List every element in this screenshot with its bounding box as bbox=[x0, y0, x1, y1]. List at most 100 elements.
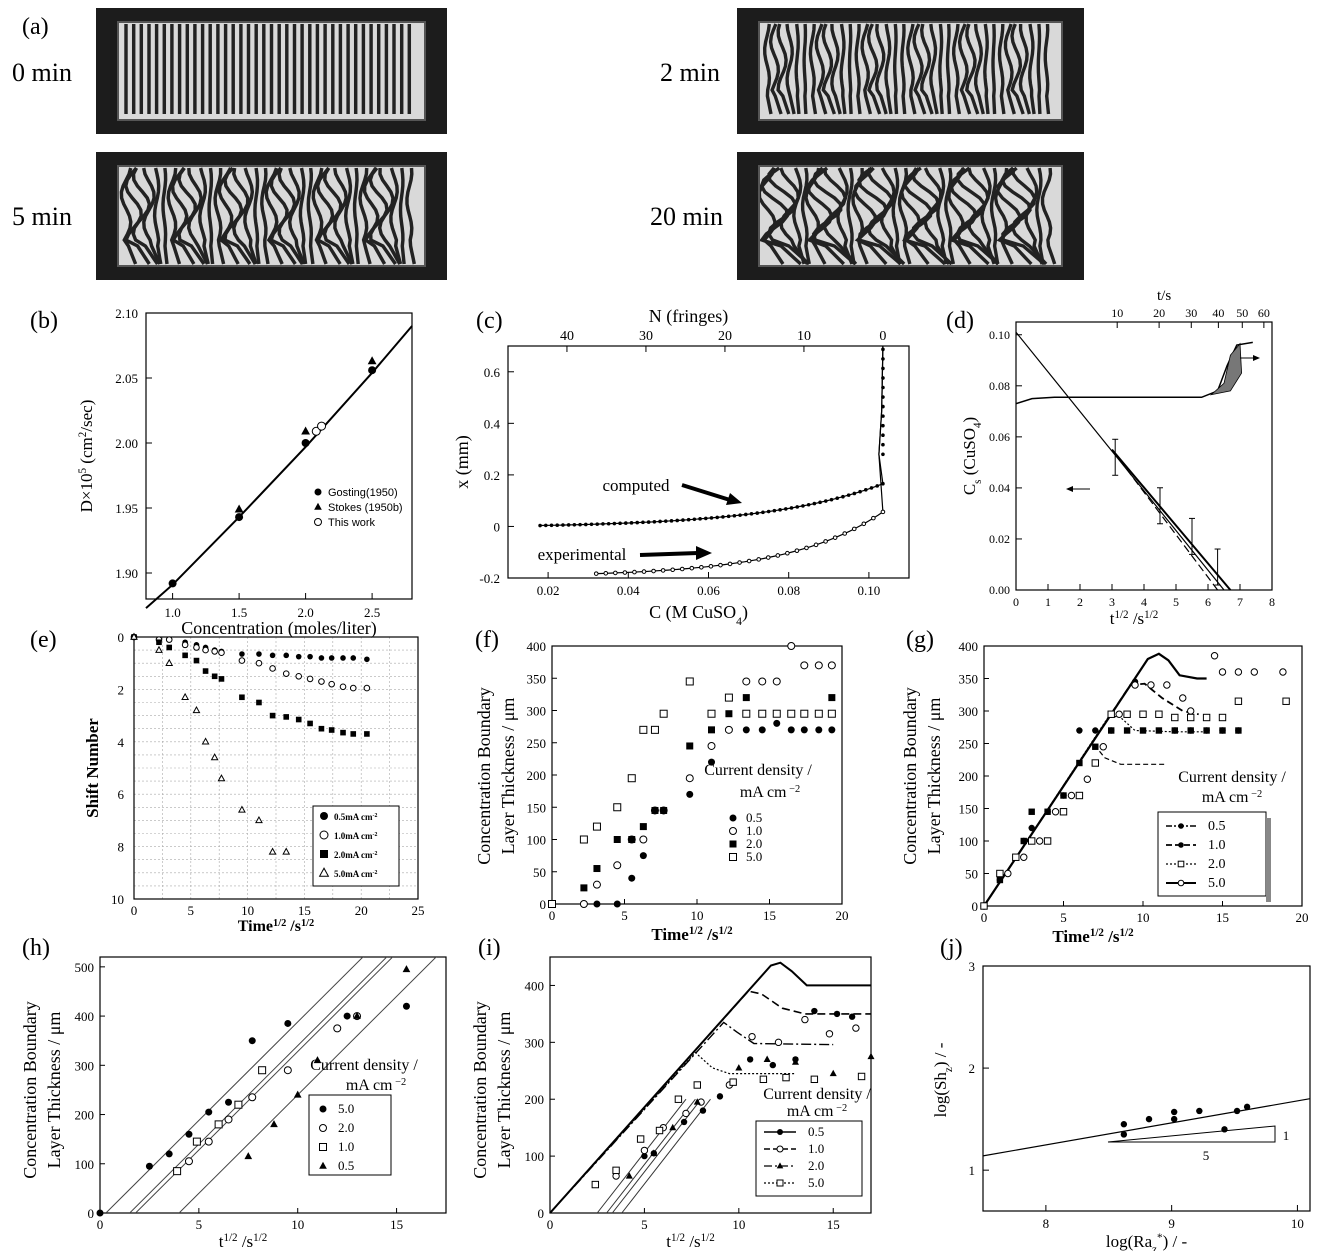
open-square-marker bbox=[592, 822, 601, 831]
y-axis-label: Concentration Boundary bbox=[900, 687, 920, 864]
open-square-marker bbox=[1139, 710, 1147, 718]
fringe-band bbox=[846, 167, 856, 265]
fringe-band bbox=[405, 167, 416, 265]
legend-entry: 2.0 bbox=[808, 1158, 824, 1173]
filled-circle-marker bbox=[852, 491, 857, 496]
arrow-computed bbox=[681, 483, 731, 502]
fringe-band bbox=[333, 167, 354, 265]
filled-square-marker bbox=[1076, 759, 1083, 767]
slope-label: 1 bbox=[1283, 1128, 1290, 1143]
filled-square-marker bbox=[742, 694, 750, 702]
legend-entry: 2.0 bbox=[746, 836, 762, 851]
open-circle-marker bbox=[748, 1032, 756, 1041]
slope-triangle bbox=[1107, 1125, 1276, 1143]
open-square-marker bbox=[693, 1081, 701, 1089]
x2-tick-label: 10 bbox=[1111, 306, 1123, 320]
model-curve-2.0 bbox=[549, 1021, 834, 1214]
filled-circle-marker bbox=[675, 518, 680, 523]
legend-entry: 5.0 bbox=[808, 1175, 824, 1190]
plot-frame-h bbox=[99, 956, 447, 1214]
y-tick-label: 0.6 bbox=[484, 365, 501, 380]
filled-circle-marker bbox=[811, 1007, 818, 1015]
fit-curve bbox=[145, 325, 413, 609]
arrowhead-experimental bbox=[696, 546, 712, 560]
open-square-marker bbox=[787, 709, 796, 718]
label-part: 1/2 bbox=[1114, 609, 1128, 621]
filled-circle-marker bbox=[709, 516, 714, 520]
open-triangle-marker bbox=[155, 645, 163, 653]
label-part: ) bbox=[960, 417, 979, 423]
chart-f: 0 5 10 15 20050100150200250300350400Time1/2 … bbox=[474, 639, 849, 944]
open-circle-marker bbox=[165, 636, 173, 643]
open-triangle-marker bbox=[217, 774, 226, 782]
open-triangle-marker bbox=[192, 705, 201, 714]
filled-circle-marker bbox=[618, 521, 622, 526]
fringe-frame bbox=[117, 165, 426, 267]
open-circle-marker bbox=[613, 861, 622, 870]
fringe-band bbox=[768, 23, 783, 115]
y-tick-label: 400 bbox=[525, 978, 545, 993]
open-circle-marker bbox=[1099, 743, 1107, 751]
label-part: 1.0mA cm bbox=[334, 831, 373, 841]
fringe-band bbox=[945, 23, 952, 115]
filled-square-marker bbox=[686, 742, 694, 750]
filled-circle-marker bbox=[708, 758, 715, 766]
x-tick-label: 10 bbox=[1291, 1216, 1304, 1231]
open-circle-marker bbox=[622, 570, 628, 575]
legend-title: Current density / bbox=[1178, 769, 1286, 786]
filled-square-marker bbox=[828, 694, 836, 702]
label-part: log(Ra bbox=[1106, 1232, 1153, 1251]
open-square-marker bbox=[1177, 860, 1185, 868]
filled-triangle-marker bbox=[244, 1152, 253, 1160]
filled-circle-marker bbox=[789, 506, 794, 510]
filled-circle-marker bbox=[646, 520, 651, 524]
arrowhead bbox=[1253, 355, 1260, 361]
filled-square-marker bbox=[729, 840, 737, 848]
label-part: 1/2 bbox=[223, 1232, 237, 1244]
filled-circle-marker bbox=[185, 1130, 193, 1138]
open-square-marker bbox=[655, 1126, 664, 1135]
open-circle-marker bbox=[319, 1124, 327, 1132]
filled-circle-marker bbox=[1178, 842, 1184, 848]
fringe-band bbox=[298, 167, 308, 265]
fringe-band bbox=[779, 167, 809, 266]
filled-square-marker bbox=[218, 676, 225, 682]
filled-circle-marker bbox=[555, 523, 560, 527]
filled-circle-marker bbox=[350, 655, 357, 661]
filled-square-marker bbox=[1028, 808, 1035, 815]
annotation-computed: computed bbox=[602, 476, 670, 495]
filled-circle-marker bbox=[729, 814, 737, 822]
fringe-band bbox=[936, 167, 949, 265]
legend-entry: 5.0 bbox=[338, 1101, 354, 1116]
filled-triangle-marker bbox=[293, 1090, 302, 1098]
open-circle-marker bbox=[314, 518, 322, 526]
filled-circle-marker bbox=[343, 1012, 351, 1020]
filled-circle-marker bbox=[772, 508, 777, 513]
open-square-marker bbox=[827, 709, 836, 718]
legend-entry: 1.0 bbox=[338, 1139, 354, 1154]
fringe-band bbox=[951, 23, 962, 115]
filled-circle-marker bbox=[869, 486, 874, 490]
filled-triangle-marker bbox=[763, 1055, 771, 1062]
panel-label-d: (d) bbox=[946, 308, 974, 334]
open-circle-marker bbox=[1179, 694, 1187, 702]
y-axis-label: Concentration Boundary bbox=[474, 687, 494, 864]
x-tick-label: 0.10 bbox=[858, 583, 881, 598]
y-axis-label-2: Layer Thickness / μm bbox=[44, 1012, 64, 1169]
fringe-band bbox=[123, 166, 151, 265]
filled-circle-marker bbox=[815, 726, 823, 734]
legend-entry: 0.5 bbox=[746, 810, 762, 825]
legend-title: Current density / bbox=[763, 1086, 871, 1103]
x-tick-label: 10 bbox=[241, 903, 254, 918]
filled-square-marker bbox=[628, 836, 636, 843]
filled-circle-marker bbox=[787, 726, 795, 734]
filled-circle-marker bbox=[669, 519, 674, 523]
open-square-marker bbox=[1202, 713, 1211, 722]
label-part: 4 bbox=[736, 615, 742, 628]
label-part: 1/2 bbox=[719, 925, 734, 937]
open-triangle-marker bbox=[318, 867, 330, 877]
x-tick-label: 15 bbox=[763, 908, 776, 923]
open-triangle-marker bbox=[268, 847, 277, 855]
open-circle-marker bbox=[238, 657, 246, 664]
